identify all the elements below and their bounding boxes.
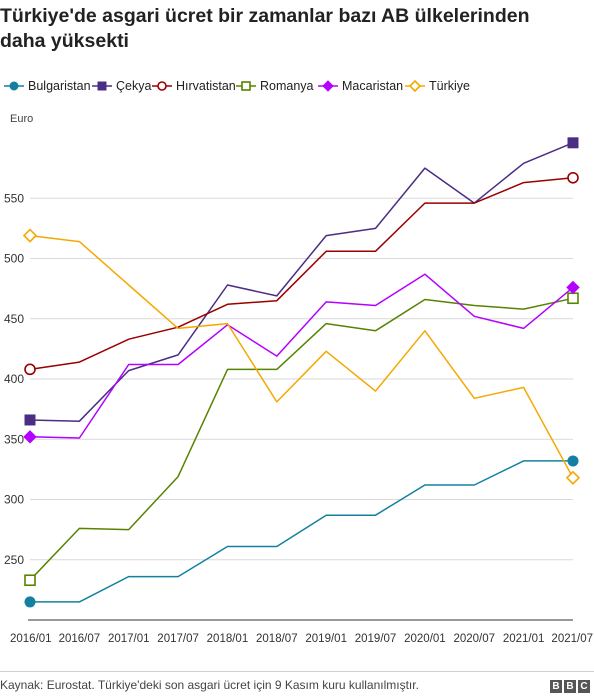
series-start-marker xyxy=(24,596,36,608)
y-tick-label: 250 xyxy=(4,553,24,567)
legend-item: Hırvatistan xyxy=(152,76,236,96)
y-tick-label: 350 xyxy=(4,432,24,446)
legend-swatch xyxy=(152,81,172,91)
x-axis-ticks: 2016/01 2016/07 2017/01 2017/07 2018/01 2018/… xyxy=(10,633,593,645)
x-tick-label: 2018/07 xyxy=(256,633,298,645)
legend-swatch xyxy=(92,81,112,91)
legend-item: Çekya xyxy=(92,76,151,96)
legend-item: Bulgaristan xyxy=(4,76,91,96)
x-tick-label: 2020/01 xyxy=(404,633,446,645)
series-end-marker xyxy=(567,455,579,467)
legend-label: Macaristan xyxy=(342,79,404,93)
legend-marker xyxy=(241,81,251,91)
x-tick-label: 2020/07 xyxy=(453,633,495,645)
series-end-marker xyxy=(567,137,579,149)
legend-label: Romanya xyxy=(260,79,314,93)
series-start-marker xyxy=(24,414,36,426)
y-tick-label: 500 xyxy=(4,252,24,266)
series-line xyxy=(29,297,574,581)
footer-divider xyxy=(0,671,594,672)
legend-marker xyxy=(97,81,107,91)
chart-title: Türkiye'de asgari ücret bir zamanlar baz… xyxy=(0,5,530,52)
legend-marker xyxy=(322,80,334,92)
x-tick-label: 2017/07 xyxy=(157,633,199,645)
bbc-logo: B B C xyxy=(550,680,590,693)
legend-marker xyxy=(408,79,422,93)
series-end-marker xyxy=(567,292,579,305)
legend-swatch xyxy=(4,81,24,91)
y-tick-label: 300 xyxy=(4,493,24,507)
legend-item: Türkiye xyxy=(405,76,470,96)
logo-letter: B xyxy=(550,680,562,693)
series-line xyxy=(29,177,574,371)
logo-letter: C xyxy=(578,680,590,693)
y-tick-label: 550 xyxy=(4,191,24,205)
series-line xyxy=(29,234,574,479)
grid-layer: 250 300 350 400 450 500 550 xyxy=(4,191,573,621)
series-end-marker xyxy=(565,470,581,485)
legend-label: Bulgaristan xyxy=(28,79,91,93)
legend-marker xyxy=(9,81,19,91)
series-start-marker xyxy=(22,228,38,243)
legend-item: Macaristan xyxy=(318,76,403,96)
legend: Bulgaristan Çekya Hırvatistan Romanya Macari… xyxy=(0,76,594,96)
x-tick-label: 2016/01 xyxy=(10,633,52,645)
series-start-marker xyxy=(24,574,36,587)
legend-item: Romanya xyxy=(236,76,314,96)
series-start-marker xyxy=(23,430,37,444)
legend-label: Çekya xyxy=(116,79,152,93)
legend-label: Türkiye xyxy=(429,79,470,93)
x-tick-label: 2018/01 xyxy=(207,633,249,645)
x-tick-label: 2016/07 xyxy=(59,633,101,645)
series-line xyxy=(30,460,573,603)
legend-swatch xyxy=(405,79,425,93)
x-tick-label: 2017/01 xyxy=(108,633,150,645)
legend-label: Hırvatistan xyxy=(176,79,236,93)
legend-marker xyxy=(157,81,167,91)
x-tick-label: 2019/01 xyxy=(305,633,347,645)
x-tick-label: 2019/07 xyxy=(355,633,397,645)
x-tick-label: 2021/01 xyxy=(503,633,545,645)
series-start-marker xyxy=(24,363,36,376)
series-end-marker xyxy=(567,171,579,184)
legend-swatch xyxy=(318,80,338,92)
series-end-marker xyxy=(566,280,580,295)
series-line xyxy=(29,273,574,439)
series-lines xyxy=(29,142,574,603)
logo-letter: B xyxy=(564,680,576,693)
y-tick-label: 400 xyxy=(4,372,24,386)
y-axis-label: Euro xyxy=(10,113,33,125)
y-tick-label: 450 xyxy=(4,312,24,326)
series-line xyxy=(29,142,574,422)
series-markers xyxy=(22,137,581,608)
x-tick-label: 2021/07 xyxy=(551,633,593,645)
legend-swatch xyxy=(236,81,256,91)
source-note: Kaynak: Eurostat. Türkiye'deki son asgar… xyxy=(0,678,419,692)
